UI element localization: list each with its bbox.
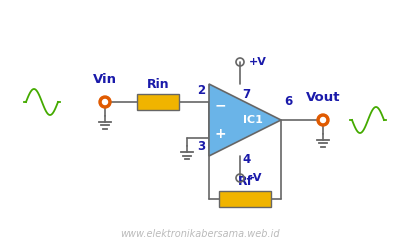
Circle shape [102, 100, 108, 104]
Text: 7: 7 [242, 88, 250, 101]
Text: Vout: Vout [306, 91, 340, 104]
Text: 6: 6 [284, 95, 292, 108]
Circle shape [320, 118, 326, 123]
Text: 3: 3 [197, 140, 205, 153]
Polygon shape [209, 84, 281, 156]
Text: -V: -V [249, 173, 262, 183]
Text: +: + [214, 127, 226, 141]
Text: 2: 2 [197, 84, 205, 97]
Text: IC1: IC1 [243, 115, 263, 125]
Circle shape [317, 114, 329, 126]
Text: www.elektronikabersama.web.id: www.elektronikabersama.web.id [120, 229, 280, 239]
Text: +V: +V [249, 57, 267, 67]
Text: 4: 4 [242, 153, 250, 166]
Text: Rf: Rf [238, 175, 252, 188]
Circle shape [99, 96, 111, 108]
Text: Rin: Rin [147, 78, 169, 91]
FancyBboxPatch shape [219, 191, 271, 207]
Text: Vin: Vin [93, 73, 117, 86]
FancyBboxPatch shape [137, 94, 179, 110]
Text: −: − [214, 99, 226, 113]
